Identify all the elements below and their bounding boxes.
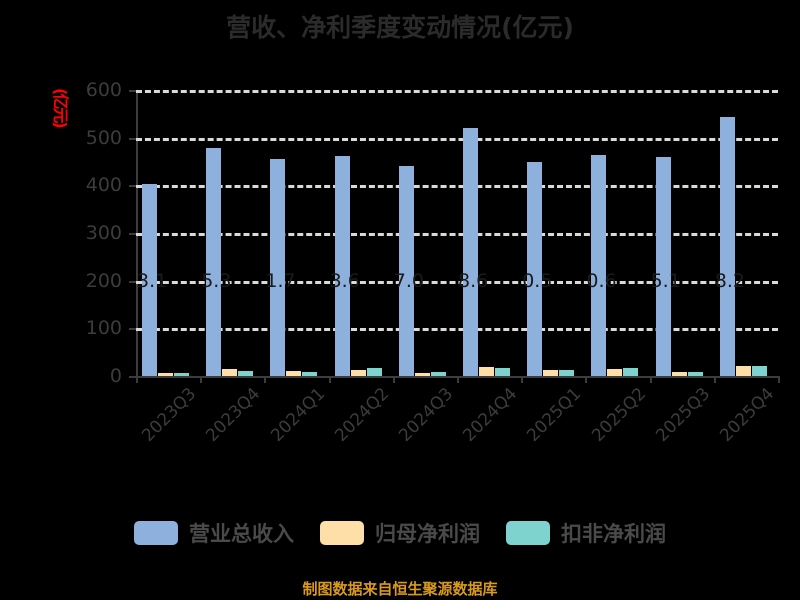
bar-revenue bbox=[719, 117, 735, 376]
legend-label: 扣非净利润 bbox=[561, 522, 666, 546]
bar-value-label: 8.2 bbox=[714, 269, 746, 292]
bar-net-profit bbox=[414, 372, 430, 376]
y-axis-tick-label: 100 bbox=[85, 317, 122, 340]
bar-deducted-net-profit bbox=[174, 372, 189, 376]
gridline bbox=[136, 90, 778, 93]
bar-net-profit bbox=[735, 366, 751, 376]
bar-deducted-net-profit bbox=[559, 369, 575, 376]
bar-deducted-net-profit bbox=[366, 368, 382, 376]
legend-swatch-net_profit bbox=[320, 521, 364, 545]
legend-swatch-revenue bbox=[134, 521, 178, 545]
bar-revenue bbox=[591, 154, 607, 376]
bar-value-label: 0.5 bbox=[522, 269, 553, 292]
bar-value-label: 3.6 bbox=[329, 269, 360, 292]
legend-item-deducted_net_profit[interactable]: 扣非净利润 bbox=[506, 518, 666, 548]
bar-value-label: 8.6 bbox=[458, 269, 489, 292]
bar-group bbox=[719, 90, 767, 376]
legend-swatch-deducted_net_profit bbox=[506, 521, 550, 545]
plot-area: 0 100 200 300 400 500 600 3.1 5.3 1.7 3.6 7.0 8.6 0.5… bbox=[86, 79, 780, 387]
bar-group bbox=[270, 90, 318, 376]
bar-revenue bbox=[655, 157, 671, 376]
bar-group bbox=[142, 90, 189, 376]
y-axis-tick-label: 600 bbox=[85, 79, 122, 101]
bar-revenue bbox=[206, 148, 222, 376]
bar-revenue bbox=[527, 161, 543, 376]
bar-revenue bbox=[398, 165, 414, 376]
bar-revenue bbox=[334, 156, 350, 376]
bar-value-label: 3.1 bbox=[137, 269, 168, 292]
x-axis-tick bbox=[649, 376, 652, 383]
bar-deducted-net-profit bbox=[430, 371, 446, 376]
x-axis-tick bbox=[585, 376, 588, 383]
bar-group bbox=[206, 90, 254, 376]
gridline bbox=[136, 280, 778, 284]
y-axis-tick-label: 500 bbox=[85, 126, 122, 149]
bar-net-profit bbox=[286, 370, 302, 376]
chart-title: 营收、净利季度变动情况(亿元) bbox=[226, 13, 574, 42]
bar-revenue bbox=[142, 183, 157, 376]
y-axis-tick-label: 400 bbox=[85, 174, 122, 197]
legend-label: 营业总收入 bbox=[189, 522, 294, 546]
gridline bbox=[136, 185, 778, 189]
y-axis-tick-label: 300 bbox=[85, 222, 122, 244]
bar-deducted-net-profit bbox=[238, 370, 254, 376]
x-axis-tick bbox=[392, 376, 395, 383]
x-axis-tick bbox=[521, 376, 524, 383]
chart-legend: 营业总收入 归母净利润 扣非净利润 bbox=[0, 518, 800, 548]
bar-deducted-net-profit bbox=[623, 368, 639, 376]
gridline bbox=[136, 328, 778, 332]
bar-deducted-net-profit bbox=[495, 367, 510, 376]
legend-item-net_profit[interactable]: 归母净利润 bbox=[320, 518, 480, 548]
bar-revenue bbox=[463, 127, 478, 376]
y-axis-tick bbox=[129, 376, 136, 378]
gridline bbox=[136, 233, 778, 236]
y-axis-tick bbox=[129, 328, 136, 331]
bar-group bbox=[334, 90, 382, 376]
x-axis-tick bbox=[713, 376, 716, 383]
bar-net-profit bbox=[607, 369, 623, 376]
bar-net-profit bbox=[543, 370, 559, 376]
bar-group bbox=[527, 90, 575, 376]
x-axis-tick bbox=[328, 376, 331, 383]
legend-label: 归母净利润 bbox=[375, 522, 480, 546]
y-axis-tick bbox=[129, 185, 136, 188]
x-axis-tick bbox=[778, 376, 780, 383]
bar-revenue bbox=[270, 159, 286, 376]
bar-group bbox=[591, 90, 639, 376]
bar-group bbox=[398, 90, 446, 376]
bar-net-profit bbox=[350, 370, 366, 376]
x-axis-tick bbox=[457, 376, 459, 383]
bar-net-profit bbox=[479, 367, 494, 376]
bar-net-profit bbox=[222, 369, 238, 376]
bar-net-profit bbox=[671, 372, 687, 376]
y-axis-tick-label: 200 bbox=[85, 269, 122, 292]
y-axis-tick bbox=[129, 137, 136, 140]
y-axis-tick-label: 0 bbox=[109, 365, 122, 387]
x-axis-tick bbox=[136, 376, 138, 383]
y-axis-tick bbox=[129, 233, 136, 235]
bar-group bbox=[655, 90, 703, 376]
bar-value-label: 5.3 bbox=[201, 269, 232, 292]
bar-deducted-net-profit bbox=[687, 371, 703, 376]
bar-deducted-net-profit bbox=[302, 371, 318, 376]
y-axis-tick bbox=[129, 90, 136, 92]
chart-footer-source: 制图数据来自恒生聚源数据库 bbox=[302, 580, 498, 598]
legend-item-revenue[interactable]: 营业总收入 bbox=[134, 518, 294, 548]
bar-deducted-net-profit bbox=[751, 366, 767, 376]
bar-value-label: 0.6 bbox=[586, 269, 617, 292]
gridline bbox=[136, 137, 778, 141]
bar-value-label: 7.0 bbox=[393, 269, 425, 292]
x-axis-tick bbox=[264, 376, 267, 383]
bar-value-label: 5.1 bbox=[650, 269, 681, 292]
bar-net-profit bbox=[158, 373, 173, 376]
bar-group bbox=[463, 90, 510, 376]
bar-value-label: 1.7 bbox=[265, 269, 296, 292]
y-axis-tick bbox=[129, 280, 136, 283]
x-axis-tick bbox=[200, 376, 203, 383]
